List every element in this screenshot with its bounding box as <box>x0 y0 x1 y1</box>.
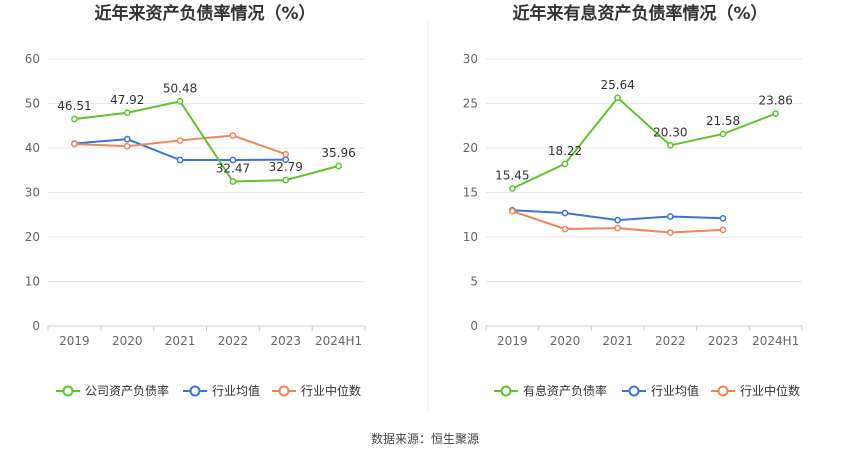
data-point <box>229 178 237 185</box>
y-tick-label: 40 <box>25 141 40 155</box>
x-tick-label: 2019 <box>497 334 528 348</box>
data-label: 15.45 <box>495 168 529 182</box>
data-label: 32.47 <box>216 162 250 176</box>
chart-title: 近年来有息资产负债率情况（%） <box>512 3 767 24</box>
x-tick-label: 2019 <box>59 334 90 348</box>
data-point <box>719 214 727 222</box>
data-point <box>123 109 131 117</box>
y-tick-label: 5 <box>470 275 478 289</box>
data-label: 47.92 <box>110 93 144 107</box>
x-tick-label: 2021 <box>165 334 196 348</box>
data-point <box>614 224 622 232</box>
data-point <box>71 115 78 123</box>
panel-interest-debt-ratio: 近年来有息资产负债率情况（%） 0 5 10 15 20 25 30 2019 2020 2021 2… <box>463 3 803 398</box>
y-tick-label: 20 <box>25 230 40 244</box>
data-label: 21.58 <box>706 114 740 128</box>
data-label: 35.96 <box>321 146 355 160</box>
y-tick-label: 0 <box>470 319 478 333</box>
legend-swatch-marker <box>500 385 512 397</box>
legend-label: 行业中位数 <box>301 383 361 398</box>
data-point <box>614 94 622 102</box>
data-label: 32.79 <box>269 160 303 174</box>
data-point <box>335 162 342 170</box>
data-point <box>282 176 290 184</box>
y-tick-label: 0 <box>32 319 40 333</box>
y-tick-label: 30 <box>463 52 478 66</box>
data-point <box>719 226 727 234</box>
y-tick-label: 50 <box>25 97 40 111</box>
data-point <box>508 185 516 192</box>
source-note: 数据来源：恒生聚源 <box>371 431 479 446</box>
data-point <box>508 207 516 215</box>
data-point <box>176 156 184 164</box>
x-tick-label: 2022 <box>218 334 249 348</box>
y-tick-label: 15 <box>463 186 478 200</box>
data-point <box>176 98 184 105</box>
data-label: 23.86 <box>758 94 792 108</box>
x-tick-label: 2024H1 <box>315 334 362 348</box>
chart-title: 近年来资产负债率情况（%） <box>94 3 315 24</box>
data-label: 25.64 <box>600 78 634 92</box>
data-point <box>229 132 237 139</box>
legend-swatch-marker <box>717 385 729 397</box>
data-point <box>123 135 131 143</box>
legend-label: 行业中位数 <box>740 383 800 398</box>
data-point <box>123 142 131 150</box>
data-point <box>561 225 569 233</box>
x-tick-label: 2023 <box>270 334 301 348</box>
data-point <box>666 141 674 149</box>
legend-label: 行业均值 <box>212 383 260 398</box>
data-point <box>719 130 727 138</box>
data-point <box>71 140 78 148</box>
data-label: 20.30 <box>653 125 687 139</box>
x-tick-label: 2020 <box>112 334 143 348</box>
x-tick-label: 2023 <box>708 334 739 348</box>
data-point <box>176 137 184 144</box>
x-tick-label: 2024H1 <box>752 334 799 348</box>
data-point <box>666 229 674 236</box>
data-point <box>561 160 569 168</box>
data-point <box>666 213 674 220</box>
data-point <box>229 156 237 164</box>
legend-label: 公司资产负债率 <box>85 383 169 398</box>
y-tick-label: 10 <box>25 275 40 289</box>
legend-label: 有息资产负债率 <box>523 383 607 398</box>
data-point <box>772 110 780 117</box>
legend-swatch-marker <box>189 385 201 397</box>
x-tick-label: 2021 <box>602 334 633 348</box>
data-label: 50.48 <box>163 81 197 95</box>
legend-swatch-marker <box>278 385 290 397</box>
data-point <box>282 150 290 158</box>
y-tick-label: 10 <box>463 230 478 244</box>
x-tick-label: 2022 <box>655 334 686 348</box>
panel-debt-ratio: 近年来资产负债率情况（%） 0 10 20 30 40 50 60 2019 2020 2021 20… <box>25 3 366 398</box>
legend-swatch-marker <box>628 385 640 397</box>
legend-label: 行业均值 <box>651 383 699 398</box>
data-point <box>561 209 569 217</box>
y-tick-label: 60 <box>25 52 40 66</box>
x-tick-label: 2020 <box>550 334 581 348</box>
y-tick-label: 25 <box>463 97 478 111</box>
y-tick-label: 20 <box>463 141 478 155</box>
data-point <box>614 216 622 224</box>
y-tick-label: 30 <box>25 186 40 200</box>
legend-swatch-marker <box>62 385 74 397</box>
series-line <box>74 100 339 183</box>
series-line <box>511 96 777 190</box>
data-label: 46.51 <box>57 99 91 113</box>
data-label: 18.22 <box>548 144 582 158</box>
